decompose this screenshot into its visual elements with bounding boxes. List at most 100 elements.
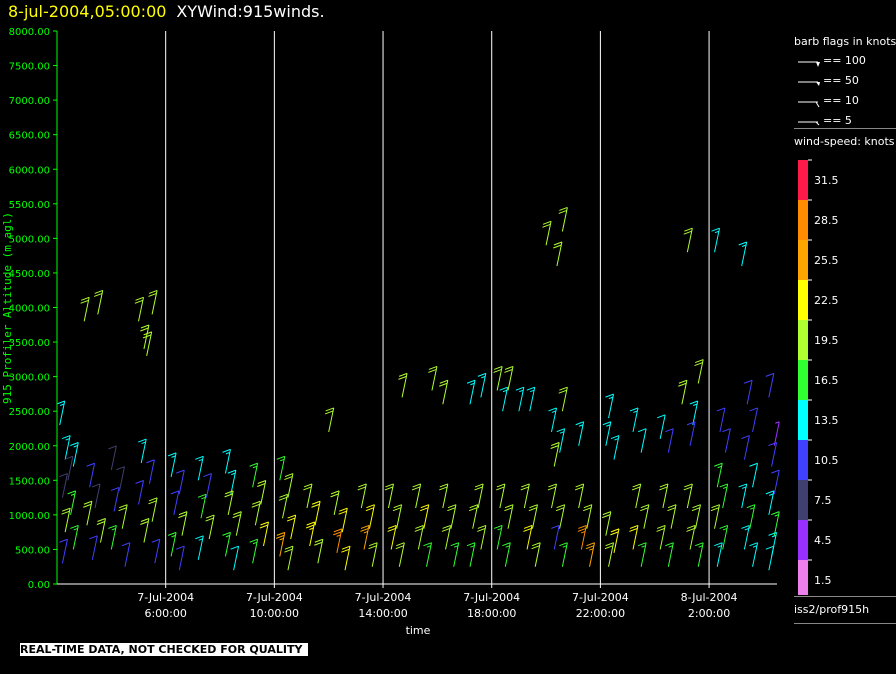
y-tick-label-4: 2000.00 — [9, 442, 50, 453]
wind-barb-67 — [333, 528, 343, 553]
wind-barb-105 — [523, 524, 533, 550]
wind-barb-114 — [547, 483, 557, 509]
barb-legend-label-3: == 5 — [823, 114, 852, 127]
wind-barb-107 — [542, 220, 552, 246]
wind-barb-40 — [197, 493, 207, 519]
wind-barb-59 — [284, 545, 294, 571]
wind-barb-81 — [420, 504, 430, 529]
colorbar-swatch-1 — [798, 200, 808, 240]
wind-barb-31 — [151, 538, 161, 564]
wind-barb-154 — [719, 483, 729, 509]
barb-legend-label-0: == 100 — [823, 54, 866, 67]
wind-barb-37 — [176, 545, 185, 571]
y-tick-label-15: 7500.00 — [9, 62, 50, 73]
colorbar-label-9: 4.5 — [814, 534, 832, 547]
wind-barb-92 — [477, 524, 487, 550]
wind-barb-169 — [768, 442, 778, 467]
colorbar-label-1: 28.5 — [814, 214, 839, 227]
qc-warning: REAL-TIME DATA, NOT CHECKED FOR QUALITY — [20, 643, 309, 656]
wind-barb-52 — [259, 521, 269, 547]
colorbar-label-0: 31.5 — [814, 174, 839, 187]
wind-barb-165 — [741, 524, 750, 550]
wind-barb-159 — [743, 379, 753, 405]
wind-barb-150 — [711, 227, 720, 253]
wind-barb-63 — [314, 538, 324, 564]
wind-barb-6 — [61, 507, 71, 533]
wind-barb-106 — [531, 542, 541, 567]
station-separator-bottom — [794, 623, 896, 624]
wind-barb-54 — [276, 455, 286, 481]
wind-barb-50 — [256, 480, 267, 505]
wind-barb-13 — [83, 500, 93, 526]
wind-barb-68 — [341, 545, 351, 571]
wind-barb-35 — [178, 511, 188, 536]
wind-barb-32 — [167, 452, 177, 477]
wind-barb-152 — [722, 428, 731, 453]
wind-barb-171 — [765, 490, 775, 515]
title-date: 8-jul-2004,05:00:00 — [8, 2, 167, 21]
wind-barb-1 — [61, 435, 71, 460]
colorbar-swatch-5 — [798, 360, 808, 400]
wind-barb-20 — [108, 524, 117, 550]
wind-barb-0 — [56, 400, 66, 426]
wind-barb-25 — [142, 331, 153, 356]
wind-barb-33 — [176, 469, 185, 495]
wind-barb-130 — [637, 428, 647, 453]
wind-barb-14 — [96, 518, 106, 543]
wind-barb-44 — [227, 469, 237, 495]
wind-barb-93 — [466, 542, 476, 567]
wind-barb-162 — [749, 462, 759, 488]
wind-barb-22 — [134, 296, 144, 322]
colorbar-label-2: 25.5 — [814, 254, 839, 267]
y-tick-label-14: 7000.00 — [9, 96, 50, 107]
y-tick-label-12: 6000.00 — [9, 165, 50, 176]
colorbar-label-3: 22.5 — [814, 294, 839, 307]
wind-barb-112 — [550, 442, 560, 467]
speed-legend-title: wind-speed: knots — [794, 135, 895, 148]
wind-barb-82 — [414, 524, 424, 550]
wind-barb-74 — [392, 504, 403, 529]
wind-barb-161 — [741, 435, 750, 460]
y-tick-label-9: 4500.00 — [9, 269, 50, 280]
y-axis-label: 915 Profiler Altitude (m agl) — [1, 212, 14, 404]
wind-barb-134 — [637, 542, 647, 567]
barb-legend-label-2: == 10 — [823, 94, 859, 107]
x-tick-date-1: 7-Jul-2004 — [246, 591, 303, 604]
speed-legend: wind-speed: knots — [794, 135, 896, 148]
wind-barb-77 — [398, 372, 408, 398]
x-tick-time-2: 14:00:00 — [358, 607, 407, 620]
barb-legend-title: barb flags in knots — [794, 35, 896, 48]
wind-barb-120 — [583, 504, 593, 529]
wind-barb-135 — [656, 414, 666, 439]
y-tick-label-16: 8000.00 — [9, 27, 50, 38]
wind-barb-174 — [765, 545, 775, 571]
wind-barb-113 — [558, 386, 568, 412]
wind-barb-4 — [59, 473, 68, 498]
wind-barb-140 — [665, 542, 674, 567]
wind-barb-8 — [59, 538, 68, 564]
wind-barb-167 — [765, 372, 775, 398]
wind-barb-99 — [493, 524, 503, 550]
x-tick-date-0: 7-Jul-2004 — [137, 591, 194, 604]
wind-barb-3 — [64, 455, 74, 481]
wind-barb-172 — [771, 511, 780, 536]
y-tick-label-0: 0.00 — [28, 580, 50, 591]
wind-barb-116 — [551, 524, 560, 550]
wind-barb-56 — [278, 493, 288, 519]
colorbar-label-4: 19.5 — [814, 334, 839, 347]
wind-barb-53 — [249, 538, 259, 564]
wind-barb-83 — [423, 542, 432, 567]
barb-legend-flag-3 — [815, 121, 820, 126]
y-tick-label-11: 5500.00 — [9, 200, 50, 211]
barb-legend-label-1: == 50 — [823, 74, 859, 87]
wind-barb-128 — [604, 542, 615, 567]
wind-barb-164 — [746, 504, 756, 529]
y-tick-label-1: 500.00 — [15, 545, 50, 556]
wind-barb-168 — [773, 421, 780, 446]
wind-barb-148 — [686, 524, 696, 550]
wind-barb-146 — [683, 483, 693, 509]
wind-barb-39 — [203, 473, 212, 498]
wind-barb-78 — [428, 365, 438, 391]
wind-barb-122 — [585, 542, 596, 567]
